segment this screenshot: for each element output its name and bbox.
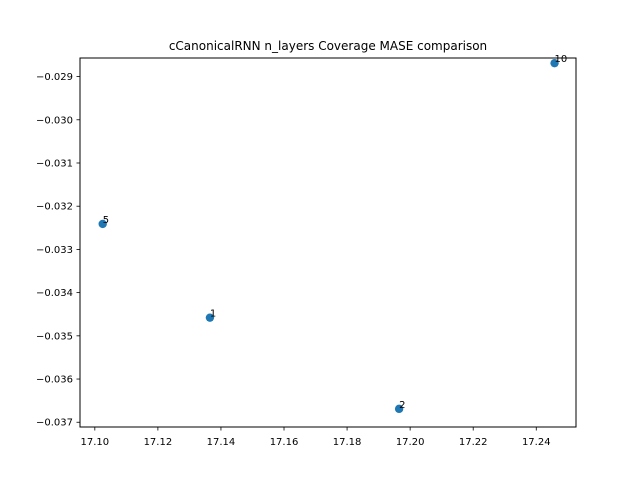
x-tick-label: 17.24 (522, 437, 551, 448)
plot-area: 17.10 17.12 17.14 17.16 17.18 17.20 17.22 17.24… (36, 54, 567, 448)
point-label: 2 (399, 400, 405, 411)
point-label: 5 (103, 215, 109, 226)
x-tick-label: 17.14 (207, 437, 236, 448)
point-label: 10 (555, 54, 568, 65)
data-point (205, 313, 215, 322)
data-point (394, 404, 404, 414)
y-tick-label: −0.034 (36, 288, 73, 299)
y-tick-label: −0.036 (36, 375, 73, 386)
y-tick-label: −0.033 (36, 245, 73, 256)
axes-frame (79, 57, 577, 428)
data-point (98, 219, 107, 229)
y-tick-label: −0.032 (36, 202, 73, 213)
x-tick-label: 17.16 (270, 437, 299, 448)
y-tick-label: −0.031 (36, 158, 73, 169)
chart-title: cCanonicalRNN n_layers Coverage MASE com… (169, 39, 487, 53)
y-tick-label: −0.035 (36, 331, 73, 342)
point-label: 1 (210, 309, 216, 320)
x-tick-label: 17.18 (333, 437, 362, 448)
x-tick-label: 17.22 (459, 437, 488, 448)
y-tick-label: −0.029 (36, 72, 73, 83)
x-tick-label: 17.20 (396, 437, 425, 448)
x-tick-label: 17.10 (80, 437, 109, 448)
y-tick-label: −0.037 (36, 418, 73, 429)
data-point (550, 58, 559, 68)
y-tick-label: −0.030 (36, 115, 73, 126)
x-tick-label: 17.12 (144, 437, 173, 448)
